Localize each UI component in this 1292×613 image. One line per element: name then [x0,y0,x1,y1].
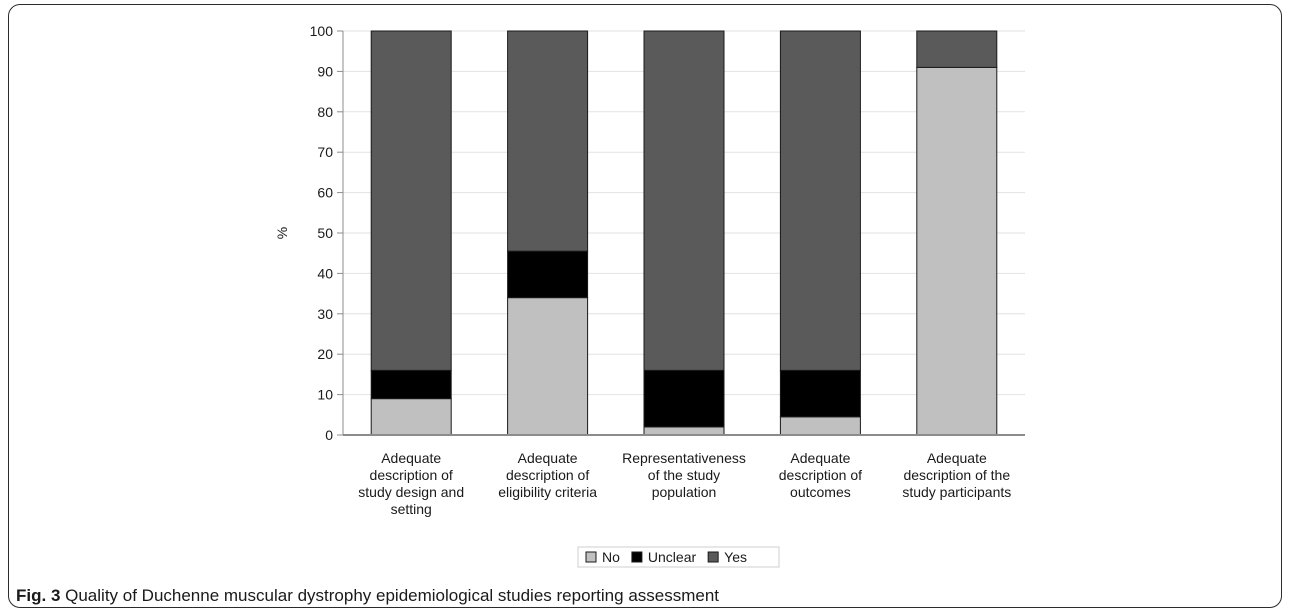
y-tick-label: 70 [317,144,333,160]
x-category-label: study design and [358,484,464,500]
bar-segment-yes [779,30,861,371]
x-category-label: Adequate [381,450,441,466]
bar-segment-no [779,416,861,436]
y-tick-label: 90 [317,63,333,79]
bar-segment-unclear [507,250,589,299]
legend-label-no: No [602,549,620,565]
legend-swatch-yes [707,551,719,563]
y-axis-label: % [274,227,290,239]
bar-segment-unclear [370,369,452,400]
y-tick-label: 100 [310,23,334,39]
x-category-label: Adequate [927,450,987,466]
x-category-label: study participants [902,484,1011,500]
bar-segment-yes [916,30,998,68]
caption-text: Quality of Duchenne muscular dystrophy e… [60,586,720,605]
x-category-label: population [652,484,717,500]
y-tick-label: 80 [317,104,333,120]
legend-label-unclear: Unclear [648,549,697,565]
x-category-label: Representativeness [622,450,746,466]
x-category-label: eligibility criteria [498,484,597,500]
y-tick-label: 40 [317,265,333,281]
figure-label: Fig. 3 [16,586,61,605]
bar-segment-unclear [643,369,725,428]
x-category-label: of the study [648,467,720,483]
bar-segment-no [916,66,998,436]
bar-segment-no [507,297,589,436]
y-tick-label: 30 [317,306,333,322]
bar-segment-no [370,398,452,436]
legend-box [577,546,780,568]
stacked-bar-chart: 0102030405060708090100%Adequatedescripti… [274,23,1025,568]
y-tick-label: 50 [317,225,333,241]
x-category-label: description of the [903,467,1010,483]
bar-segment-yes [507,30,589,252]
y-tick-label: 10 [317,387,333,403]
bar-segment-unclear [779,369,861,418]
bar-segment-yes [643,30,725,371]
y-tick-label: 20 [317,346,333,362]
x-category-label: Adequate [518,450,578,466]
bar-segment-no [643,426,725,436]
figure-caption: Fig. 3 Quality of Duchenne muscular dyst… [16,586,719,606]
x-category-label: description of [506,467,589,483]
legend: No Unclear Yes [577,546,780,568]
x-category-label: description of [370,467,453,483]
x-category-label: outcomes [790,484,851,500]
legend-label-yes: Yes [724,549,747,565]
x-category-label: setting [391,501,432,517]
y-tick-label: 60 [317,185,333,201]
x-category-label: Adequate [790,450,850,466]
bar-segment-yes [370,30,452,371]
legend-swatch-no [585,551,597,563]
x-category-label: description of [779,467,862,483]
y-tick-label: 0 [325,427,333,443]
legend-swatch-unclear [631,551,643,563]
